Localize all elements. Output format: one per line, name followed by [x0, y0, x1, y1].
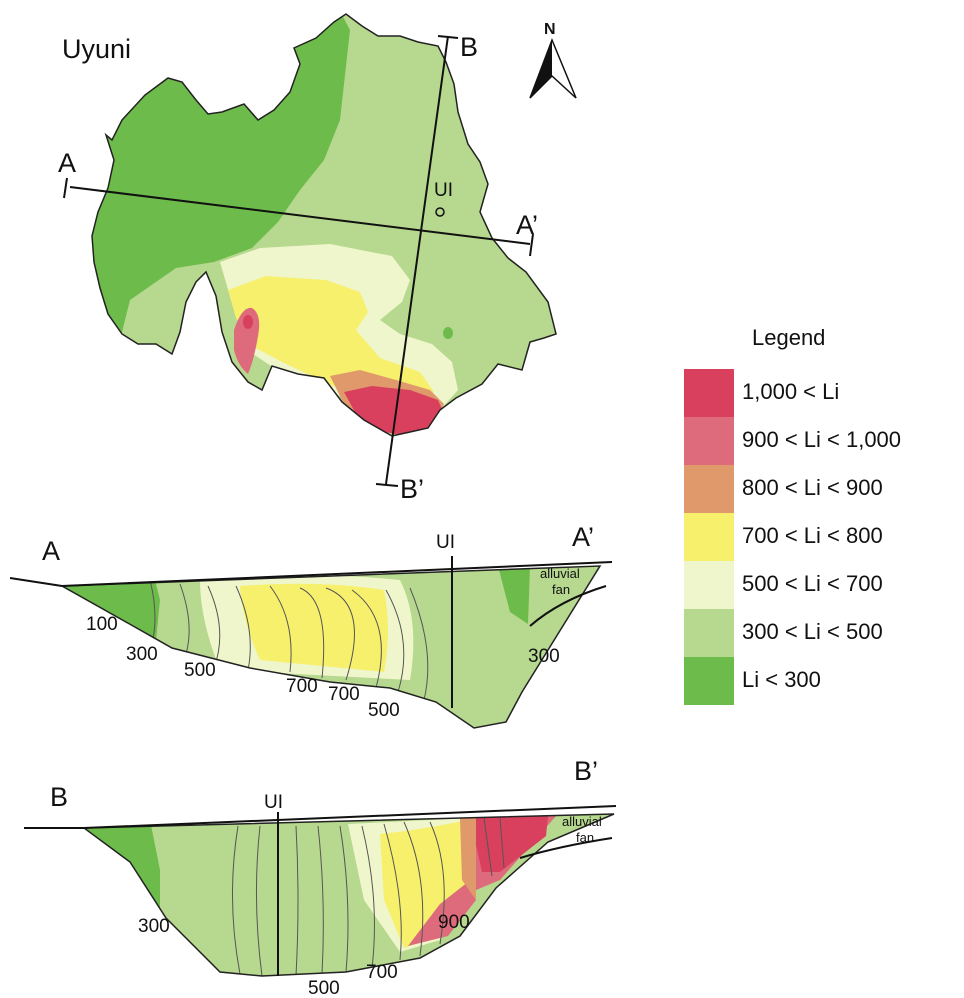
legend-label: 700 < Li < 800	[742, 523, 883, 548]
section-line-b	[385, 35, 449, 485]
legend-swatch	[684, 417, 734, 465]
cross-section-b: B B’ UI alluvial fan 300 500 700 900	[24, 756, 617, 998]
section-a-fan-label-2: fan	[552, 582, 570, 597]
section-a-contour-500-right: 500	[368, 700, 400, 721]
legend-swatch	[684, 465, 734, 513]
section-a-contour-300-right: 300	[528, 646, 560, 667]
cross-section-a: A A’ UI alluvial fan 100 300 500 700 700…	[9, 522, 613, 729]
section-b-surface	[83, 805, 617, 829]
plan-view-map: Uyuni UI A A’ B B’ N	[58, 13, 577, 504]
legend-title: Legend	[752, 325, 826, 350]
section-a-fan-boundary	[529, 585, 607, 627]
well-label: UI	[434, 180, 453, 201]
section-a-contour-500-left: 500	[184, 660, 216, 681]
legend-swatch	[684, 609, 734, 657]
legend-label: 900 < Li < 1,000	[742, 427, 902, 452]
section-b-fan-boundary	[519, 837, 613, 859]
legend-item: 700 < Li < 800	[684, 513, 964, 561]
section-b-fan-label-2: fan	[576, 830, 594, 845]
legend-item: 900 < Li < 1,000	[684, 417, 964, 465]
map-title: Uyuni	[62, 34, 131, 64]
zone-900-1000	[234, 307, 260, 374]
salar-outline	[91, 13, 557, 437]
legend-item: Li < 300	[684, 657, 964, 705]
legend-item: 1,000 < Li	[684, 369, 964, 417]
section-a-surface	[61, 561, 613, 587]
legend-label: 1,000 < Li	[742, 379, 840, 404]
section-b-contour-900: 900	[438, 912, 470, 933]
map-fill	[92, 14, 556, 436]
section-b-right-label: B’	[574, 756, 598, 786]
section-a-contour-700-b: 700	[328, 684, 360, 705]
legend-swatch	[684, 657, 734, 705]
section-b-outline	[81, 813, 615, 977]
section-line-a	[69, 186, 531, 245]
north-arrow-icon: N	[529, 21, 577, 99]
section-label-a: A	[58, 148, 76, 178]
legend-label: 500 < Li < 700	[742, 571, 883, 596]
section-a-surface-left	[9, 577, 63, 587]
north-label: N	[544, 21, 556, 38]
legend-item: 500 < Li < 700	[684, 561, 964, 609]
well-marker	[435, 207, 445, 217]
zone-gt-1000-spot	[243, 315, 253, 329]
legend-item: 800 < Li < 900	[684, 465, 964, 513]
section-a-contour-100: 100	[86, 614, 118, 635]
section-b-contour-700: 700	[366, 962, 398, 983]
zone-700-800	[228, 276, 434, 404]
section-a-right-label: A’	[572, 522, 594, 552]
section-a-left-label: A	[42, 536, 60, 566]
legend-swatch	[684, 369, 734, 417]
legend-swatch	[684, 561, 734, 609]
section-tick-b	[437, 35, 459, 39]
section-label-b: B	[460, 32, 478, 62]
legend-label: 800 < Li < 900	[742, 475, 883, 500]
section-a-fan-label-1: alluvial	[540, 566, 580, 581]
section-a-contour-300-left: 300	[126, 644, 158, 665]
section-a-contour-700-a: 700	[286, 676, 318, 697]
section-tick-a	[63, 177, 68, 199]
section-label-b-prime: B’	[400, 474, 424, 504]
section-a-well-label: UI	[436, 532, 455, 553]
section-b-contour-300: 300	[138, 916, 170, 937]
section-b-left-label: B	[50, 782, 68, 812]
section-a-outline	[59, 565, 602, 729]
section-tick-a-prime	[529, 233, 534, 257]
zone-lt-300-spot	[443, 327, 453, 339]
legend-label: 300 < Li < 500	[742, 619, 883, 644]
section-label-a-prime: A’	[516, 210, 538, 240]
legend-item: 300 < Li < 500	[684, 609, 964, 657]
section-b-fan-label-1: alluvial	[562, 814, 602, 829]
legend-swatch	[684, 513, 734, 561]
section-b-well-label: UI	[264, 792, 283, 813]
section-tick-b-prime	[375, 483, 399, 487]
legend-label: Li < 300	[742, 667, 821, 692]
section-b-contour-500: 500	[308, 978, 340, 998]
